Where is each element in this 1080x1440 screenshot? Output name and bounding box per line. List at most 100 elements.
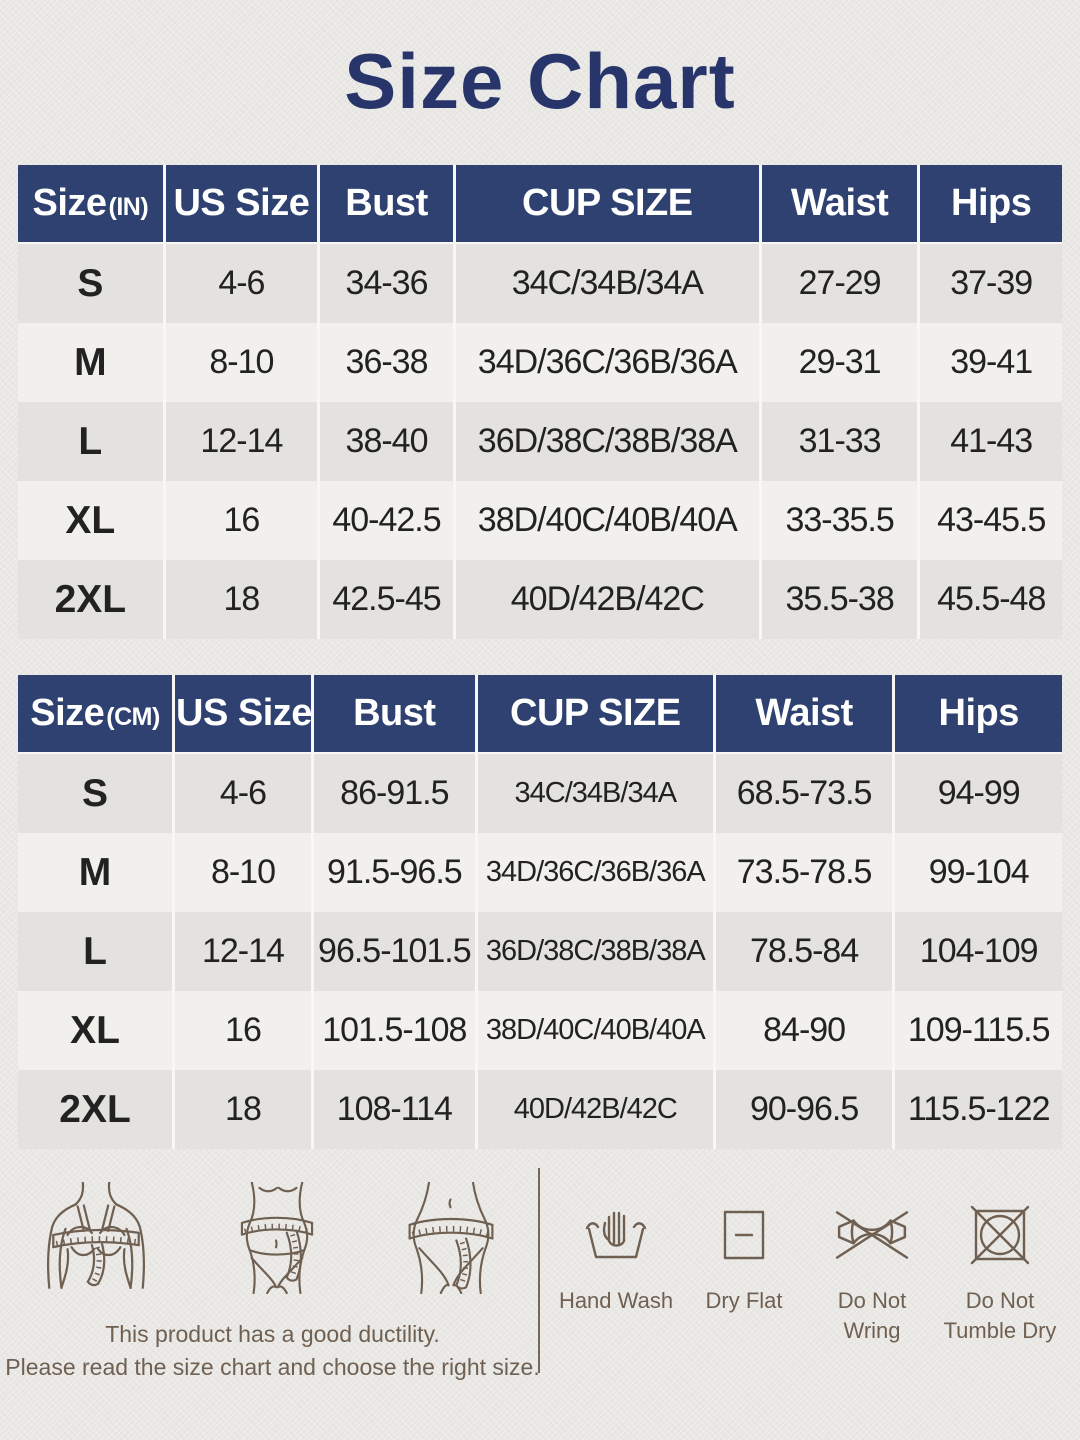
value-cell: 96.5-101.5 [312,912,478,991]
size-cell: L [18,402,166,481]
table-row: 2XL 18 42.5-45 40D/42B/42C 35.5-38 45.5-48 [18,560,1062,639]
table-row: M 8-10 36-38 34D/36C/36B/36A 29-31 39-41 [18,323,1062,402]
column-header-size: Size(CM) [18,675,176,754]
size-cell: 2XL [18,1070,176,1149]
table-row: L 12-14 38-40 36D/38C/38B/38A 31-33 41-43 [18,402,1062,481]
size-cell: S [18,243,166,323]
value-cell: 27-29 [760,243,921,323]
column-header-waist: Waist [714,675,896,754]
care-label: Do Not Tumble Dry [943,1288,1057,1343]
care-label: Do Not Wring [837,1288,907,1343]
size-cell: XL [18,481,166,560]
column-header-hips: Hips [893,675,1062,754]
hand-wash-icon [584,1196,648,1274]
care-label: Dry Flat [705,1288,783,1313]
value-cell: 84-90 [714,991,896,1070]
column-header-cup-size: CUP SIZE [454,165,762,244]
vertical-divider [538,1168,540,1373]
size-cell: L [18,912,176,991]
table-row: S 4-6 86-91.5 34C/34B/34A 68.5-73.5 94-99 [18,753,1062,833]
column-header-bust: Bust [312,675,478,754]
table-row: L 12-14 96.5-101.5 36D/38C/38B/38A 78.5-84 10… [18,912,1062,991]
value-cell: 16 [164,481,321,560]
measurement-figures [35,1182,505,1294]
column-header-us-size: US Size [164,165,321,244]
column-header-hips: Hips [918,165,1062,244]
value-cell: 34C/34B/34A [476,753,716,833]
value-cell: 40-42.5 [318,481,456,560]
value-cell: 34D/36C/36B/36A [476,833,716,912]
value-cell: 31-33 [760,402,921,481]
value-cell: 38D/40C/40B/40A [476,991,716,1070]
value-cell: 94-99 [893,753,1062,833]
value-cell: 86-91.5 [312,753,478,833]
column-header-us-size: US Size [173,675,314,754]
size-table-centimeters: Size(CM) US Size Bust CUP SIZE Waist Hips S 4-… [18,675,1062,1149]
value-cell: 18 [173,1070,314,1149]
value-cell: 29-31 [760,323,921,402]
value-cell: 4-6 [173,753,314,833]
value-cell: 38-40 [318,402,456,481]
column-header-size: Size(IN) [18,165,166,244]
value-cell: 36-38 [318,323,456,402]
value-cell: 12-14 [164,402,321,481]
size-table-inches: Size(IN) US Size Bust CUP SIZE Waist Hips S 4-… [18,165,1062,639]
value-cell: 34C/34B/34A [454,243,762,323]
value-cell: 43-45.5 [918,481,1062,560]
hips-measure-icon [408,1182,494,1294]
size-cell: XL [18,991,176,1070]
size-cell: S [18,753,176,833]
value-cell: 99-104 [893,833,1062,912]
value-cell: 39-41 [918,323,1062,402]
value-cell: 73.5-78.5 [714,833,896,912]
value-cell: 91.5-96.5 [312,833,478,912]
value-cell: 36D/38C/38B/38A [476,912,716,991]
value-cell: 38D/40C/40B/40A [454,481,762,560]
table-row: XL 16 40-42.5 38D/40C/40B/40A 33-35.5 43-45.5 [18,481,1062,560]
table-row: XL 16 101.5-108 38D/40C/40B/40A 84-90 109-115… [18,991,1062,1070]
column-header-cup-size: CUP SIZE [476,675,716,754]
value-cell: 101.5-108 [312,991,478,1070]
table-row: M 8-10 91.5-96.5 34D/36C/36B/36A 73.5-78.5 99… [18,833,1062,912]
value-cell: 115.5-122 [893,1070,1062,1149]
note-line-1: This product has a good ductility. [105,1321,440,1347]
do-not-wring-icon [835,1196,909,1274]
value-cell: 104-109 [893,912,1062,991]
value-cell: 37-39 [918,243,1062,323]
care-label: Hand Wash [558,1288,674,1313]
value-cell: 34-36 [318,243,456,323]
value-cell: 41-43 [918,402,1062,481]
size-table-centimeters-table: Size(CM) US Size Bust CUP SIZE Waist Hips S 4-… [18,675,1062,1149]
value-cell: 16 [173,991,314,1070]
care-item-do-not-wring: Do Not Wring [808,1196,936,1345]
column-header-bust: Bust [318,165,456,244]
value-cell: 40D/42B/42C [454,560,762,639]
value-cell: 36D/38C/38B/38A [454,402,762,481]
value-cell: 90-96.5 [714,1070,896,1149]
care-item-hand-wash: Hand Wash [552,1196,680,1316]
size-table-inches-table: Size(IN) US Size Bust CUP SIZE Waist Hips S 4-… [18,165,1062,639]
size-cell: M [18,323,166,402]
value-cell: 34D/36C/36B/36A [454,323,762,402]
table-row: S 4-6 34-36 34C/34B/34A 27-29 37-39 [18,243,1062,323]
value-cell: 78.5-84 [714,912,896,991]
column-header-waist: Waist [760,165,921,244]
value-cell: 68.5-73.5 [714,753,896,833]
value-cell: 8-10 [173,833,314,912]
value-cell: 4-6 [164,243,321,323]
value-cell: 40D/42B/42C [476,1070,716,1149]
note-line-2: Please read the size chart and choose th… [5,1353,540,1380]
page-title: Size Chart [344,37,736,125]
waist-measure-icon [240,1182,314,1294]
care-instructions: Hand Wash Dry Flat [552,1196,1064,1345]
size-cell: 2XL [18,560,166,639]
header-row: Size(IN) US Size Bust CUP SIZE Waist Hips [18,165,1062,244]
care-item-dry-flat: Dry Flat [680,1196,808,1316]
value-cell: 45.5-48 [918,560,1062,639]
value-cell: 18 [164,560,321,639]
value-cell: 35.5-38 [760,560,921,639]
product-note: This product has a good ductility. Pleas… [0,1318,545,1383]
value-cell: 12-14 [173,912,314,991]
value-cell: 108-114 [312,1070,478,1149]
